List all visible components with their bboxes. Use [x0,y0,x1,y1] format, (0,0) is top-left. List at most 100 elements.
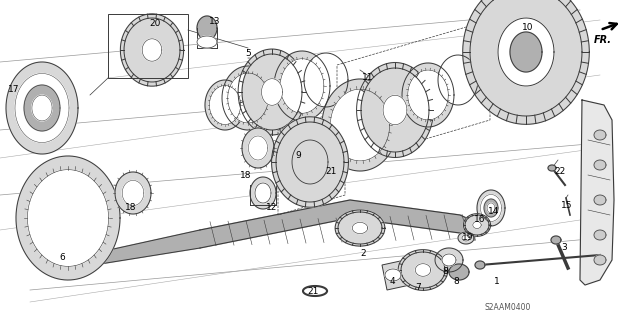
Polygon shape [248,136,268,160]
Polygon shape [398,250,448,290]
Polygon shape [242,128,274,168]
Text: 8: 8 [442,268,448,277]
Polygon shape [16,156,120,280]
Polygon shape [255,183,271,203]
Polygon shape [124,18,180,82]
Polygon shape [100,230,200,264]
Polygon shape [24,85,60,131]
Polygon shape [200,200,475,248]
Polygon shape [361,68,429,152]
Polygon shape [475,261,485,269]
Polygon shape [408,70,448,120]
Text: 1: 1 [494,278,500,286]
Polygon shape [402,63,454,127]
Text: 18: 18 [240,170,252,180]
Text: 10: 10 [522,24,534,33]
Polygon shape [122,181,144,206]
Polygon shape [222,66,274,130]
Text: 6: 6 [59,253,65,262]
Polygon shape [32,95,52,121]
Polygon shape [463,214,491,236]
Polygon shape [304,53,348,107]
Polygon shape [15,73,69,143]
Text: 16: 16 [474,216,486,225]
Text: 17: 17 [8,85,20,94]
Polygon shape [477,190,505,226]
Polygon shape [470,0,582,116]
Text: 22: 22 [554,167,566,176]
Polygon shape [484,199,498,217]
Polygon shape [330,89,390,161]
Polygon shape [228,73,268,123]
Polygon shape [205,80,245,130]
Polygon shape [435,248,463,272]
Text: 11: 11 [362,72,374,81]
Polygon shape [250,177,276,209]
Polygon shape [238,49,306,135]
Polygon shape [594,255,606,265]
Text: 21: 21 [325,167,337,176]
Polygon shape [338,212,382,244]
Text: 13: 13 [209,18,221,26]
Text: 19: 19 [462,234,474,242]
Polygon shape [276,122,344,202]
Polygon shape [462,235,470,241]
Polygon shape [465,215,489,235]
Polygon shape [463,0,589,124]
Polygon shape [580,100,614,285]
Polygon shape [385,269,401,281]
Polygon shape [352,222,368,234]
Polygon shape [115,172,151,214]
Text: 4: 4 [389,277,395,286]
Text: 14: 14 [488,207,500,217]
Polygon shape [449,264,469,280]
Text: 3: 3 [561,243,567,253]
Polygon shape [382,260,410,290]
Polygon shape [197,16,217,40]
Polygon shape [487,203,495,213]
Polygon shape [481,195,502,221]
Text: 7: 7 [415,284,421,293]
Polygon shape [28,170,109,266]
Polygon shape [473,221,481,228]
Polygon shape [197,36,217,48]
Polygon shape [209,85,241,124]
Polygon shape [594,160,606,170]
Polygon shape [510,32,542,72]
Polygon shape [438,55,478,105]
Polygon shape [271,117,348,207]
Polygon shape [458,232,474,244]
Polygon shape [142,39,162,61]
Polygon shape [594,130,606,140]
Polygon shape [548,165,556,171]
Text: 15: 15 [561,201,573,210]
Polygon shape [383,95,407,125]
Text: 21: 21 [307,286,319,295]
Polygon shape [594,195,606,205]
Polygon shape [292,140,328,184]
Polygon shape [242,54,302,130]
Text: 8: 8 [453,277,459,286]
Polygon shape [551,236,561,244]
Polygon shape [322,79,398,171]
Polygon shape [335,210,385,246]
Polygon shape [120,14,184,86]
Text: 2: 2 [360,249,366,257]
Text: 5: 5 [245,48,251,57]
Text: S2AAM0400: S2AAM0400 [485,303,531,313]
Polygon shape [280,59,324,113]
Polygon shape [594,230,606,240]
Polygon shape [356,63,433,158]
Polygon shape [262,79,282,105]
Polygon shape [298,148,322,176]
Text: 18: 18 [125,204,137,212]
Polygon shape [498,18,554,86]
Polygon shape [442,254,456,266]
Polygon shape [415,264,431,276]
Text: 12: 12 [266,203,278,211]
Polygon shape [6,62,78,154]
Text: 20: 20 [149,19,161,28]
Text: 9: 9 [295,151,301,160]
Text: FR.: FR. [594,35,612,45]
Polygon shape [274,51,330,121]
